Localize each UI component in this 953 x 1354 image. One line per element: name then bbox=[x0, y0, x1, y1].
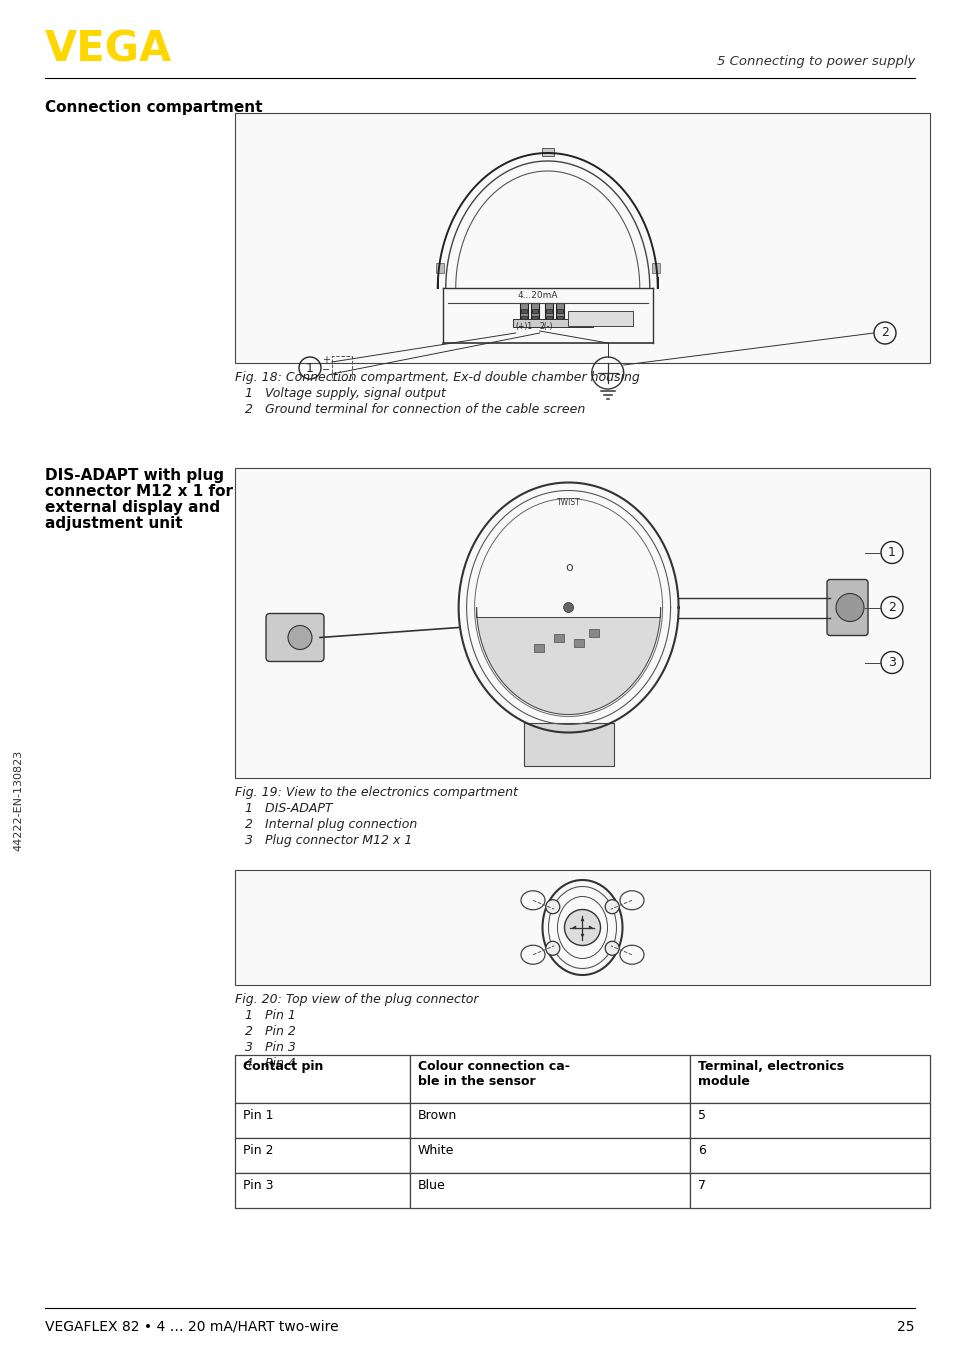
FancyBboxPatch shape bbox=[520, 309, 526, 313]
Text: VEGAFLEX 82 • 4 … 20 mA/HART two-wire: VEGAFLEX 82 • 4 … 20 mA/HART two-wire bbox=[45, 1320, 338, 1334]
Text: DIS-ADAPT with plug: DIS-ADAPT with plug bbox=[45, 468, 224, 483]
Text: White: White bbox=[417, 1144, 454, 1158]
FancyBboxPatch shape bbox=[410, 1055, 689, 1104]
Text: Brown: Brown bbox=[417, 1109, 456, 1122]
Text: VEGA: VEGA bbox=[45, 28, 172, 70]
FancyBboxPatch shape bbox=[410, 1137, 689, 1173]
Text: 2(-): 2(-) bbox=[539, 322, 553, 330]
Text: Fig. 20: Top view of the plug connector: Fig. 20: Top view of the plug connector bbox=[234, 992, 478, 1006]
FancyBboxPatch shape bbox=[557, 315, 562, 320]
Circle shape bbox=[604, 941, 618, 956]
Text: Fig. 18: Connection compartment, Ex-d double chamber housing: Fig. 18: Connection compartment, Ex-d do… bbox=[234, 371, 639, 385]
FancyBboxPatch shape bbox=[234, 1055, 410, 1104]
Text: 25: 25 bbox=[897, 1320, 914, 1334]
Text: Connection compartment: Connection compartment bbox=[45, 100, 262, 115]
Text: 7: 7 bbox=[698, 1179, 705, 1192]
FancyBboxPatch shape bbox=[234, 1104, 410, 1137]
Text: TWIST: TWIST bbox=[557, 498, 579, 506]
FancyBboxPatch shape bbox=[689, 1137, 929, 1173]
Text: 44222-EN-130823: 44222-EN-130823 bbox=[13, 749, 23, 850]
Text: (+)1: (+)1 bbox=[516, 322, 533, 330]
Text: 2   Pin 2: 2 Pin 2 bbox=[245, 1025, 295, 1039]
FancyBboxPatch shape bbox=[410, 1104, 689, 1137]
Text: Fig. 19: View to the electronics compartment: Fig. 19: View to the electronics compart… bbox=[234, 787, 517, 799]
FancyBboxPatch shape bbox=[544, 303, 552, 324]
Text: 1   Voltage supply, signal output: 1 Voltage supply, signal output bbox=[245, 387, 445, 399]
Text: 2   Internal plug connection: 2 Internal plug connection bbox=[245, 818, 416, 831]
Text: Terminal, electronics
module: Terminal, electronics module bbox=[698, 1060, 843, 1089]
Text: Pin 2: Pin 2 bbox=[243, 1144, 274, 1158]
Polygon shape bbox=[476, 608, 659, 715]
FancyBboxPatch shape bbox=[573, 639, 583, 646]
Text: connector M12 x 1 for: connector M12 x 1 for bbox=[45, 483, 233, 500]
Text: 3: 3 bbox=[887, 655, 895, 669]
FancyBboxPatch shape bbox=[234, 1173, 410, 1208]
Text: Colour connection ca-
ble in the sensor: Colour connection ca- ble in the sensor bbox=[417, 1060, 569, 1089]
FancyBboxPatch shape bbox=[545, 309, 551, 313]
FancyBboxPatch shape bbox=[520, 315, 526, 320]
FancyBboxPatch shape bbox=[531, 315, 537, 320]
FancyBboxPatch shape bbox=[519, 303, 527, 324]
FancyBboxPatch shape bbox=[557, 309, 562, 313]
FancyBboxPatch shape bbox=[689, 1104, 929, 1137]
FancyBboxPatch shape bbox=[651, 263, 659, 274]
FancyBboxPatch shape bbox=[553, 634, 563, 642]
Text: Blue: Blue bbox=[417, 1179, 445, 1192]
Text: +: + bbox=[322, 355, 330, 366]
FancyBboxPatch shape bbox=[533, 643, 543, 651]
Text: 3   Pin 3: 3 Pin 3 bbox=[245, 1041, 295, 1053]
Text: 1: 1 bbox=[887, 546, 895, 559]
Text: 4   Pin 4: 4 Pin 4 bbox=[245, 1057, 295, 1070]
Text: 2: 2 bbox=[881, 326, 888, 340]
Circle shape bbox=[545, 899, 559, 914]
Text: 4...20mA: 4...20mA bbox=[517, 291, 558, 301]
Text: 1   DIS-ADAPT: 1 DIS-ADAPT bbox=[245, 802, 333, 815]
FancyBboxPatch shape bbox=[234, 112, 929, 363]
Circle shape bbox=[564, 910, 599, 945]
Circle shape bbox=[604, 899, 618, 914]
Text: 2   Ground terminal for connection of the cable screen: 2 Ground terminal for connection of the … bbox=[245, 403, 584, 416]
Circle shape bbox=[835, 593, 863, 621]
FancyBboxPatch shape bbox=[588, 628, 598, 636]
FancyBboxPatch shape bbox=[689, 1055, 929, 1104]
Text: Contact pin: Contact pin bbox=[243, 1060, 323, 1072]
Text: 6: 6 bbox=[698, 1144, 705, 1158]
FancyBboxPatch shape bbox=[512, 320, 592, 328]
FancyBboxPatch shape bbox=[234, 468, 929, 779]
Text: 1: 1 bbox=[306, 362, 314, 375]
Text: external display and: external display and bbox=[45, 500, 220, 515]
FancyBboxPatch shape bbox=[436, 263, 443, 274]
Text: 1   Pin 1: 1 Pin 1 bbox=[245, 1009, 295, 1022]
FancyBboxPatch shape bbox=[266, 613, 324, 662]
FancyBboxPatch shape bbox=[826, 580, 867, 635]
Circle shape bbox=[288, 626, 312, 650]
FancyBboxPatch shape bbox=[234, 871, 929, 984]
Circle shape bbox=[545, 941, 559, 956]
FancyBboxPatch shape bbox=[689, 1173, 929, 1208]
Text: Pin 3: Pin 3 bbox=[243, 1179, 274, 1192]
FancyBboxPatch shape bbox=[545, 315, 551, 320]
FancyBboxPatch shape bbox=[530, 303, 538, 324]
FancyBboxPatch shape bbox=[567, 311, 632, 326]
FancyBboxPatch shape bbox=[234, 1137, 410, 1173]
Text: 3   Plug connector M12 x 1: 3 Plug connector M12 x 1 bbox=[245, 834, 412, 848]
Text: adjustment unit: adjustment unit bbox=[45, 516, 182, 531]
Text: 2: 2 bbox=[887, 601, 895, 613]
FancyBboxPatch shape bbox=[556, 303, 563, 324]
FancyBboxPatch shape bbox=[523, 723, 613, 766]
Circle shape bbox=[563, 603, 573, 612]
FancyBboxPatch shape bbox=[541, 148, 553, 156]
Text: 5: 5 bbox=[698, 1109, 705, 1122]
FancyBboxPatch shape bbox=[531, 309, 537, 313]
Text: Pin 1: Pin 1 bbox=[243, 1109, 274, 1122]
Text: o: o bbox=[564, 561, 572, 574]
FancyBboxPatch shape bbox=[410, 1173, 689, 1208]
Text: 5 Connecting to power supply: 5 Connecting to power supply bbox=[716, 56, 914, 68]
Text: −: − bbox=[322, 366, 330, 375]
